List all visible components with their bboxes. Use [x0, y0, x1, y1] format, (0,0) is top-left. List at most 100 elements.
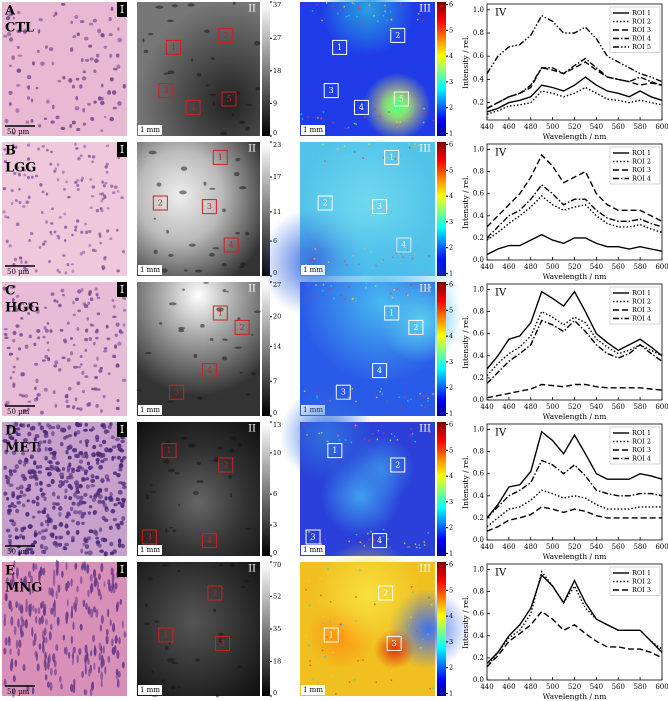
noise-speck: [426, 287, 428, 289]
nucleus: [86, 317, 89, 321]
noise-speck: [382, 14, 385, 17]
colorbar-tick-label: 4: [449, 472, 453, 480]
nucleus: [49, 466, 55, 471]
nucleus: [84, 439, 90, 444]
nucleus: [83, 492, 88, 497]
roi-label: 4: [229, 241, 234, 250]
noise-speck: [359, 569, 361, 572]
roi-box: [384, 149, 400, 165]
roi-box: [234, 319, 250, 335]
panel-numeral: III: [419, 284, 431, 295]
nucleus: [79, 495, 84, 500]
dark-spot: [220, 131, 228, 136]
nucleus: [74, 106, 80, 111]
nucleus: [26, 74, 32, 80]
nucleus: [92, 444, 97, 450]
noise-speck: [377, 20, 379, 23]
nucleus: [76, 407, 80, 410]
panel-numeral: III: [419, 564, 431, 575]
nucleus: [57, 584, 61, 593]
noise-speck: [338, 439, 341, 441]
nucleus: [72, 447, 78, 453]
noise-speck: [326, 2, 328, 4]
noise-speck: [378, 115, 381, 118]
nucleus: [95, 438, 100, 443]
nucleus: [122, 83, 126, 89]
nucleus: [27, 157, 31, 161]
scalebar-label: 50 µm: [7, 688, 30, 696]
noise-speck: [337, 435, 339, 437]
nucleus: [95, 292, 99, 297]
nucleus: [79, 440, 83, 444]
nucleus: [76, 502, 81, 507]
noise-speck: [300, 152, 302, 155]
x-tick-label: 500: [546, 683, 559, 691]
noise-speck: [383, 110, 386, 113]
nucleus: [17, 618, 20, 628]
nucleus: [107, 372, 111, 375]
nucleus: [44, 651, 47, 660]
nucleus: [99, 549, 104, 553]
nucleus: [102, 394, 106, 399]
dark-spot: [180, 436, 189, 440]
nucleus: [43, 433, 49, 438]
roi-label: 2: [240, 323, 245, 332]
noise-speck: [398, 396, 400, 398]
nucleus: [103, 196, 107, 199]
colorbar: [262, 422, 270, 556]
nucleus: [30, 98, 34, 103]
colorbar: [437, 562, 446, 696]
x-axis-label: Wavelength / nm: [543, 692, 607, 701]
colorbar-tick-label: 18: [273, 658, 281, 666]
colorbar-tick-label: 1: [449, 129, 453, 137]
noise-speck: [376, 438, 379, 441]
nucleus: [54, 668, 57, 676]
nucleus: [56, 163, 60, 167]
scalebar-box: [138, 685, 162, 695]
nucleus: [97, 494, 103, 499]
nucleus: [109, 496, 114, 502]
spectrum-line: [486, 459, 663, 519]
nucleus: [37, 443, 41, 448]
nucleus: [53, 364, 58, 368]
nucleus: [45, 220, 49, 224]
nucleus: [90, 608, 94, 619]
x-tick-label: 440: [480, 123, 493, 131]
y-tick-label: 0.8: [473, 588, 484, 596]
nucleus: [61, 170, 65, 174]
colorbar-tick-label: 4: [449, 612, 453, 620]
dark-spot: [235, 157, 241, 162]
nucleus: [29, 588, 32, 596]
roi-label: 3: [311, 533, 316, 542]
nucleus: [8, 102, 12, 106]
nucleus: [25, 487, 30, 492]
nucleus: [71, 233, 74, 237]
dark-spot: [195, 269, 203, 273]
nucleus: [100, 129, 103, 133]
nucleus: [4, 118, 9, 124]
noise-speck: [321, 289, 324, 292]
colorbar-tick-label: 20: [273, 313, 281, 321]
nucleus: [63, 479, 69, 484]
nucleus: [17, 551, 21, 556]
noise-speck: [300, 113, 303, 115]
nucleus: [14, 659, 18, 668]
nucleus: [116, 228, 119, 232]
roi-label: 5: [399, 95, 404, 104]
scalebar-label: 50 µm: [7, 408, 30, 416]
colorbar-tick-label: 5: [449, 446, 453, 454]
nucleus: [109, 541, 114, 547]
row-letter: A: [4, 4, 16, 19]
nucleus: [14, 146, 18, 150]
row-label: LGG: [5, 161, 36, 176]
nucleus: [11, 297, 15, 302]
noise-speck: [350, 441, 353, 444]
nucleus: [22, 205, 26, 208]
nucleus: [88, 22, 94, 26]
nucleus: [9, 64, 12, 68]
nucleus: [39, 566, 43, 577]
roi-label: 2: [158, 199, 163, 208]
nucleus: [121, 481, 127, 487]
panel-numeral-box: [117, 422, 127, 437]
